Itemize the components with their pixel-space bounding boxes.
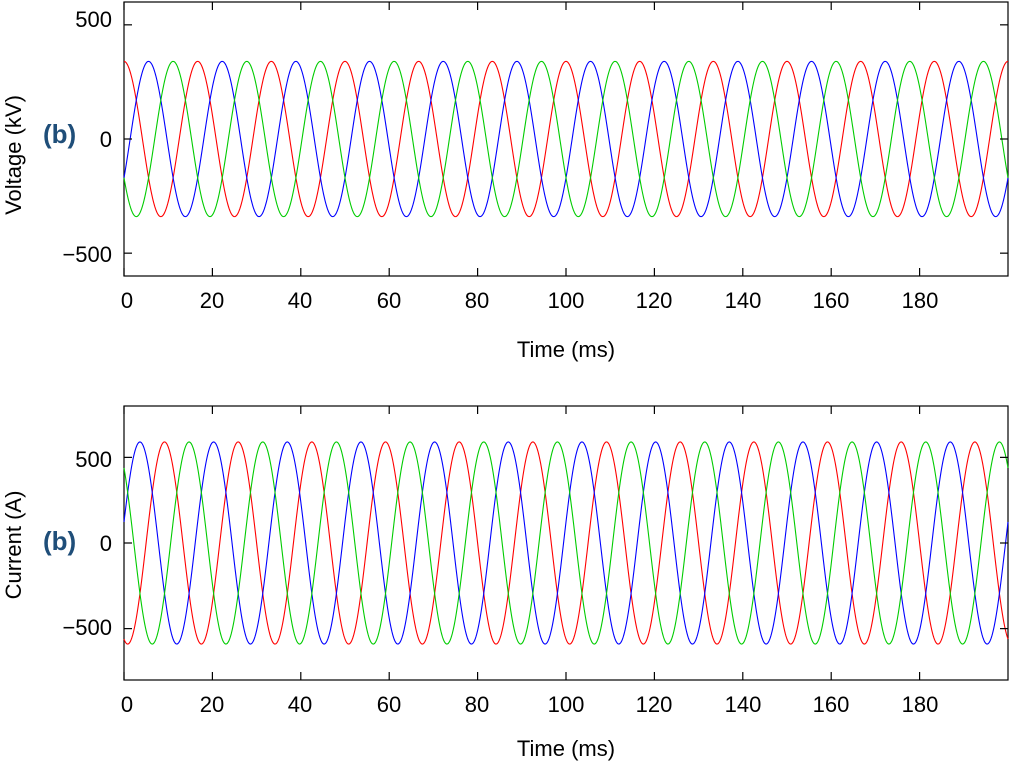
voltage-ticks bbox=[123, 2, 1008, 276]
x-tick-label: 100 bbox=[548, 288, 585, 313]
x-tick-label: 120 bbox=[636, 288, 673, 313]
voltage-y-tick-labels: 500 0 −500 bbox=[62, 7, 112, 267]
voltage-traces bbox=[123, 60, 1009, 218]
series-line-1 bbox=[123, 60, 1009, 218]
series-line-1 bbox=[123, 441, 1009, 645]
y-axis-label: Current (A) bbox=[1, 491, 26, 600]
voltage-panel: 500 0 −500 0 20 40 60 80 100 120 140 160… bbox=[1, 1, 1009, 362]
y-tick-label: 500 bbox=[75, 447, 112, 472]
x-tick-label: 160 bbox=[813, 692, 850, 717]
x-tick-label: 0 bbox=[121, 288, 133, 313]
y-tick-label: −500 bbox=[62, 615, 112, 640]
current-traces bbox=[123, 441, 1009, 645]
x-axis-label: Time (ms) bbox=[517, 337, 615, 362]
x-tick-label: 80 bbox=[465, 288, 489, 313]
x-tick-label: 160 bbox=[813, 288, 850, 313]
y-tick-label: 0 bbox=[100, 127, 112, 152]
y-axis-label: Voltage (kV) bbox=[1, 95, 26, 215]
series-line-2 bbox=[123, 441, 1009, 645]
x-tick-label: 100 bbox=[548, 692, 585, 717]
x-tick-label: 20 bbox=[200, 692, 224, 717]
current-x-tick-labels: 0 20 40 60 80 100 120 140 160 180 bbox=[121, 692, 938, 717]
series-line-3 bbox=[123, 441, 1009, 645]
x-tick-label: 60 bbox=[377, 288, 401, 313]
current-panel: 500 0 −500 0 20 40 60 80 100 120 140 160… bbox=[1, 405, 1009, 761]
y-tick-label: 500 bbox=[75, 7, 112, 32]
x-tick-label: 140 bbox=[725, 288, 762, 313]
x-tick-label: 140 bbox=[725, 692, 762, 717]
x-tick-label: 180 bbox=[902, 288, 939, 313]
voltage-plot-frame bbox=[123, 1, 1009, 277]
x-tick-label: 180 bbox=[902, 692, 939, 717]
x-tick-label: 120 bbox=[636, 692, 673, 717]
x-tick-label: 0 bbox=[121, 692, 133, 717]
y-tick-label: 0 bbox=[100, 531, 112, 556]
panel-tag: (b) bbox=[43, 119, 76, 149]
x-tick-label: 60 bbox=[377, 692, 401, 717]
series-line-3 bbox=[123, 60, 1009, 218]
x-axis-label: Time (ms) bbox=[517, 736, 615, 761]
y-tick-label: −500 bbox=[62, 242, 112, 267]
voltage-x-tick-labels: 0 20 40 60 80 100 120 140 160 180 bbox=[121, 288, 938, 313]
panel-tag: (b) bbox=[43, 526, 76, 556]
x-tick-label: 80 bbox=[465, 692, 489, 717]
current-y-tick-labels: 500 0 −500 bbox=[62, 447, 112, 640]
x-tick-label: 40 bbox=[288, 288, 312, 313]
current-ticks bbox=[123, 406, 1008, 680]
x-tick-label: 20 bbox=[200, 288, 224, 313]
x-tick-label: 40 bbox=[288, 692, 312, 717]
